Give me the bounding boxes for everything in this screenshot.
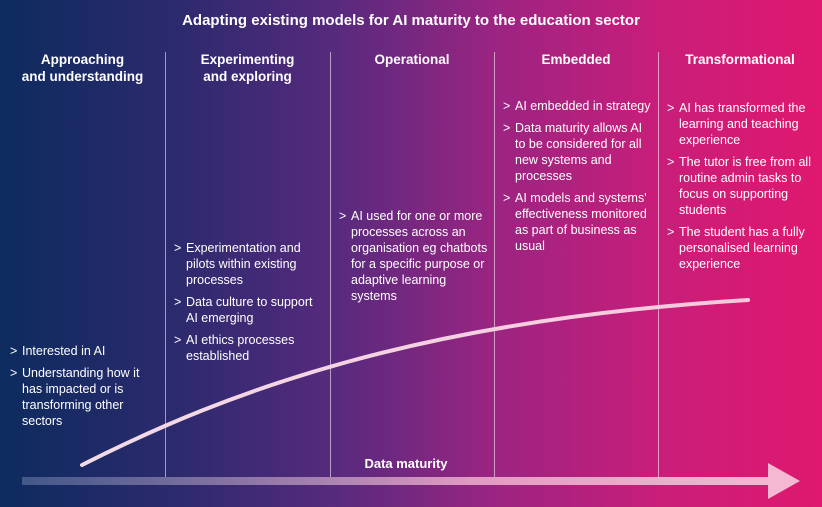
bullet-item: AI used for one or more processes across… xyxy=(339,208,489,304)
bullets-operational: AI used for one or more processes across… xyxy=(339,208,489,310)
column-heading-approaching: Approaching and understanding xyxy=(0,51,165,85)
heading-text: Transformational xyxy=(685,52,795,67)
heading-text: Operational xyxy=(374,52,450,67)
bullet-item: Experimentation and pilots within existi… xyxy=(174,240,326,288)
column-divider xyxy=(658,52,659,477)
bullets-transformational: AI has transformed the learning and teac… xyxy=(667,100,815,278)
column-heading-experimenting: Experimenting and exploring xyxy=(165,51,330,85)
bullets-embedded: AI embedded in strategy Data maturity al… xyxy=(503,98,651,260)
data-maturity-arrow-head xyxy=(768,463,800,499)
column-heading-transformational: Transformational xyxy=(658,51,822,68)
bullet-item: The tutor is free from all routine admin… xyxy=(667,154,815,218)
data-maturity-arrow-shaft xyxy=(22,477,770,485)
bullets-experimenting: Experimentation and pilots within existi… xyxy=(174,240,326,370)
bullet-item: Data culture to support AI emerging xyxy=(174,294,326,326)
axis-label: Data maturity xyxy=(364,456,448,471)
column-heading-operational: Operational xyxy=(330,51,494,68)
maturity-curve xyxy=(80,298,750,467)
column-divider xyxy=(494,52,495,477)
heading-text: Experimenting and exploring xyxy=(200,52,295,84)
heading-text: Approaching and understanding xyxy=(21,52,144,84)
column-divider xyxy=(330,52,331,477)
bullet-item: Understanding how it has impacted or is … xyxy=(10,365,160,429)
bullet-item: AI embedded in strategy xyxy=(503,98,651,114)
bullet-item: Data maturity allows AI to be considered… xyxy=(503,120,651,184)
bullet-item: AI has transformed the learning and teac… xyxy=(667,100,815,148)
bullet-item: The student has a fully personalised lea… xyxy=(667,224,815,272)
column-divider xyxy=(165,52,166,477)
bullet-item: AI ethics processes established xyxy=(174,332,326,364)
bullet-item: AI models and systems' effectiveness mon… xyxy=(503,190,651,254)
bullet-item: Interested in AI xyxy=(10,343,160,359)
column-heading-embedded: Embedded xyxy=(494,51,658,68)
heading-text: Embedded xyxy=(541,52,611,67)
diagram-title: Adapting existing models for AI maturity… xyxy=(182,12,640,29)
bullets-approaching: Interested in AI Understanding how it ha… xyxy=(10,343,160,435)
